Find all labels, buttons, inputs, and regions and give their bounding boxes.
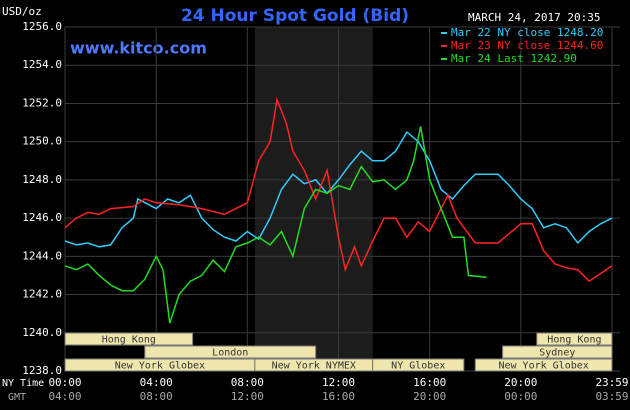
session-bar: [144, 345, 317, 359]
gmt-tick-label: 08:00: [140, 390, 173, 403]
session-label: Hong Kong: [102, 335, 156, 346]
session-bar: [474, 358, 613, 372]
session-bar: [536, 332, 613, 346]
gmt-tick-label: 16:00: [322, 390, 355, 403]
session-bar: [64, 332, 194, 346]
y-tick-label: 1252.0: [22, 96, 62, 109]
legend-label: Mar 24 Last 1242.90: [451, 52, 577, 65]
gmt-tick-label: 20:00: [413, 390, 446, 403]
unit-label: USD/oz: [2, 5, 42, 18]
x-tick-label: 00:00: [48, 376, 81, 389]
shaded-region: [254, 27, 373, 371]
y-tick-label: 1254.0: [22, 58, 62, 71]
series-line: [64, 130, 613, 248]
y-tick-label: 1240.0: [22, 326, 62, 339]
y-tick-label: 1244.0: [22, 249, 62, 262]
row-label: NY Time: [2, 378, 44, 389]
row-label: GMT: [8, 392, 26, 403]
series-line: [64, 96, 613, 283]
y-tick-label: 1250.0: [22, 135, 62, 148]
session-label: London: [212, 348, 248, 359]
session-label: New York Globex: [115, 361, 205, 372]
session-label: NY Globex: [391, 361, 445, 372]
timestamp: MARCH 24, 2017 20:35: [468, 11, 600, 24]
gmt-tick-label: 04:00: [48, 390, 81, 403]
session-label: Sydney: [539, 348, 575, 359]
y-tick-label: 1246.0: [22, 211, 62, 224]
session-label: Hong Kong: [547, 335, 601, 346]
legend-label: Mar 22 NY close 1248.20: [451, 26, 603, 39]
x-tick-label: 04:00: [140, 376, 173, 389]
site-label: www.kitco.com: [70, 39, 207, 58]
y-tick-label: 1238.0: [22, 364, 62, 377]
session-label: New York Globex: [498, 361, 588, 372]
gmt-tick-label: 00:00: [504, 390, 537, 403]
x-tick-label: 23:59: [595, 376, 628, 389]
x-tick-label: 20:00: [504, 376, 537, 389]
session-bar: [372, 358, 465, 372]
chart-title: 24 Hour Spot Gold (Bid): [181, 6, 409, 26]
y-tick-label: 1248.0: [22, 173, 62, 186]
y-tick-label: 1256.0: [22, 20, 62, 33]
session-label: New York NYMEX: [272, 361, 356, 372]
series-line: [64, 126, 487, 324]
x-tick-label: 16:00: [413, 376, 446, 389]
x-tick-label: 12:00: [322, 376, 355, 389]
gmt-tick-label: 03:59: [595, 390, 628, 403]
y-tick-label: 1242.0: [22, 288, 62, 301]
legend-label: Mar 23 NY close 1244.60: [451, 39, 603, 52]
x-tick-label: 08:00: [231, 376, 264, 389]
session-bar: [502, 345, 613, 359]
gmt-tick-label: 12:00: [231, 390, 264, 403]
